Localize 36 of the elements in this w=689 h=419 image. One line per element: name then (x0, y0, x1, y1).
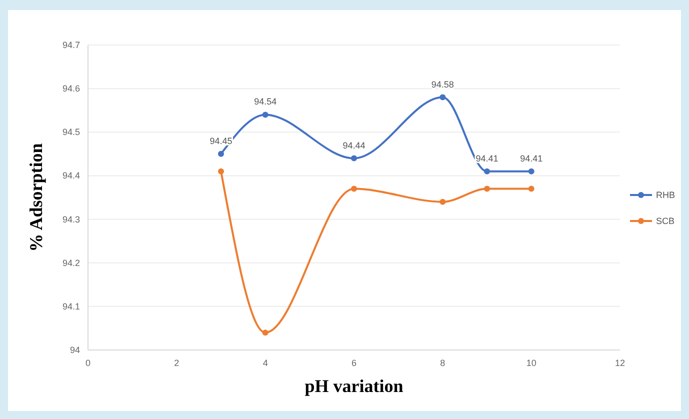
legend-label: SCB (656, 216, 675, 226)
data-label: 94.58 (431, 79, 454, 90)
x-tick-label: 10 (526, 358, 536, 368)
point (440, 198, 446, 205)
point (440, 94, 446, 100)
y-tick-label: 94.6 (62, 84, 80, 94)
y-tick-label: 94.4 (62, 170, 80, 181)
x-tick-label: 6 (351, 358, 357, 368)
y-axis-title: % Adsorption (26, 143, 46, 252)
point (351, 186, 357, 192)
x-tick-label: 0 (85, 358, 91, 368)
x-tick-label: 4 (262, 358, 268, 368)
data-label: 94.44 (342, 140, 366, 150)
x-axis-title: pH variation (304, 376, 404, 396)
point (262, 330, 268, 336)
y-tick-label: 94 (70, 345, 80, 355)
y-tick-label: 94.5 (62, 127, 80, 138)
x-tick-label: 8 (440, 358, 446, 368)
legend-label: RHB (656, 190, 676, 200)
point (528, 168, 534, 174)
x-tick-label: 2 (174, 358, 180, 368)
y-tick-label: 94.3 (62, 214, 80, 224)
y-tick-label: 94.2 (62, 258, 80, 268)
point (484, 168, 490, 174)
y-tick-label: 94.7 (62, 40, 80, 50)
point (262, 112, 268, 118)
point (351, 155, 357, 162)
point (218, 150, 224, 157)
data-label: 94.41 (520, 153, 543, 164)
y-tick-label: 94.1 (62, 301, 80, 312)
x-tick-label: 12 (614, 358, 626, 368)
point (218, 168, 224, 174)
point (528, 186, 534, 192)
data-label: 94.54 (254, 96, 277, 107)
data-label: 94.41 (476, 153, 498, 164)
point (484, 186, 490, 192)
